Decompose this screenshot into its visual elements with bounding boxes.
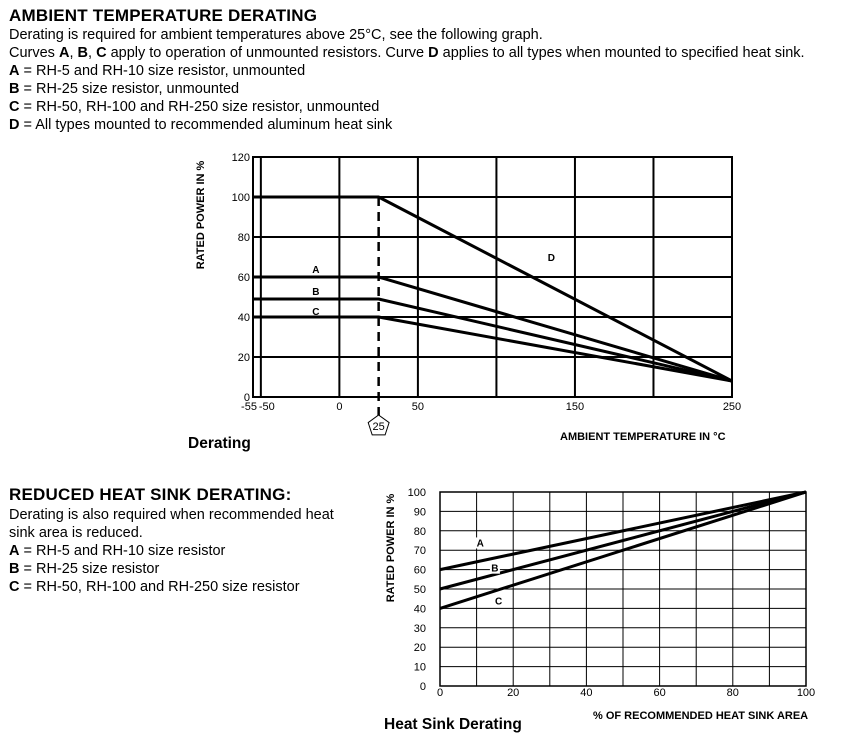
heat-sink-derating-chart: 0 10 20 30 40 50 60 70 80 90 100 0 20 40 60 80 100 A B C RAT… <box>384 487 815 733</box>
section2-item-c: C = RH-50, RH-100 and RH-250 size resist… <box>9 579 300 595</box>
x-tick-label: 50 <box>412 401 424 413</box>
series-line-a <box>439 490 807 572</box>
temperature-derating-chart: 0 20 40 60 80 100 120 -55 -50 0 50 150 250 25 ABC D RATE… <box>188 152 741 452</box>
x-tick-label: 0 <box>336 401 342 413</box>
series-line-d <box>253 195 733 383</box>
section1-intro: Derating is required for ambient tempera… <box>9 27 543 43</box>
section1-item-a: A = RH-5 and RH-10 size resistor, unmoun… <box>9 63 306 79</box>
series-label-b: B <box>312 287 319 298</box>
section2-intro-line1: Derating is also required when recommend… <box>9 507 334 523</box>
chart-title: Derating <box>188 435 251 452</box>
series-label-b: B <box>491 564 498 575</box>
section1-title: AMBIENT TEMPERATURE DERATING <box>9 6 318 25</box>
y-axis-title: RATED POWER IN % <box>195 160 207 269</box>
x-axis-title: % OF RECOMMENDED HEAT SINK AREA <box>593 710 808 722</box>
series-label-d: D <box>548 253 555 264</box>
section2-intro-line2: sink area is reduced. <box>9 525 143 541</box>
y-tick-label: 60 <box>238 272 250 284</box>
marker-25-label: 25 <box>373 421 385 433</box>
y-tick-label: 10 <box>414 662 426 674</box>
y-tick-label: 0 <box>244 392 250 404</box>
section1-curves-note: Curves A, B, C apply to operation of unm… <box>9 45 805 61</box>
y-tick-label: 40 <box>414 603 426 615</box>
x-tick-label: 100 <box>797 687 815 699</box>
y-tick-label: 70 <box>414 545 426 557</box>
chart-title: Heat Sink Derating <box>384 716 522 733</box>
y-tick-label: 40 <box>238 312 250 324</box>
series-label-bg-b <box>489 562 500 574</box>
x-tick-label: 20 <box>507 687 519 699</box>
series-line-a <box>253 275 733 383</box>
y-tick-label: 80 <box>238 232 250 244</box>
section2-title: REDUCED HEAT SINK DERATING: <box>9 485 292 504</box>
series-line-c <box>253 315 733 383</box>
x-axis-title: AMBIENT TEMPERATURE IN °C <box>560 431 726 443</box>
y-tick-label: 60 <box>414 565 426 577</box>
marker-25-badge <box>367 414 390 436</box>
series-label-c: C <box>495 597 502 608</box>
series-line-b <box>253 297 733 383</box>
section2-item-a: A = RH-5 and RH-10 size resistor <box>9 543 226 559</box>
y-tick-label: 120 <box>232 152 250 164</box>
x-tick-label: -55 <box>241 401 257 413</box>
y-tick-label: 30 <box>414 623 426 635</box>
y-tick-label: 90 <box>414 506 426 518</box>
y-tick-label: 100 <box>232 192 250 204</box>
series-line-c <box>439 490 807 610</box>
y-tick-label: 50 <box>414 584 426 596</box>
x-tick-label: 0 <box>437 687 443 699</box>
section1-item-c: C = RH-50, RH-100 and RH-250 size resist… <box>9 99 380 115</box>
series-label-bg-a <box>475 537 486 549</box>
section1-item-b: B = RH-25 size resistor, unmounted <box>9 81 240 97</box>
section1-item-d: D = All types mounted to recommended alu… <box>9 117 393 133</box>
y-tick-label: 80 <box>414 526 426 538</box>
section2-item-b: B = RH-25 size resistor <box>9 561 160 577</box>
y-axis-title: RATED POWER IN % <box>385 493 397 602</box>
x-tick-label: 80 <box>727 687 739 699</box>
x-tick-label: 40 <box>580 687 592 699</box>
x-tick-label: 250 <box>723 401 741 413</box>
y-tick-label: 20 <box>238 352 250 364</box>
y-tick-label: 20 <box>414 642 426 654</box>
series-line-b <box>439 490 807 591</box>
x-tick-label: 60 <box>653 687 665 699</box>
y-tick-label: 100 <box>408 487 426 499</box>
x-tick-label: -50 <box>259 401 275 413</box>
series-label-bg-c <box>493 595 504 607</box>
series-label-a: A <box>477 538 484 549</box>
series-label-a: A <box>312 265 319 276</box>
y-tick-label: 0 <box>420 681 426 693</box>
x-tick-label: 150 <box>566 401 584 413</box>
series-label-c: C <box>312 307 319 318</box>
